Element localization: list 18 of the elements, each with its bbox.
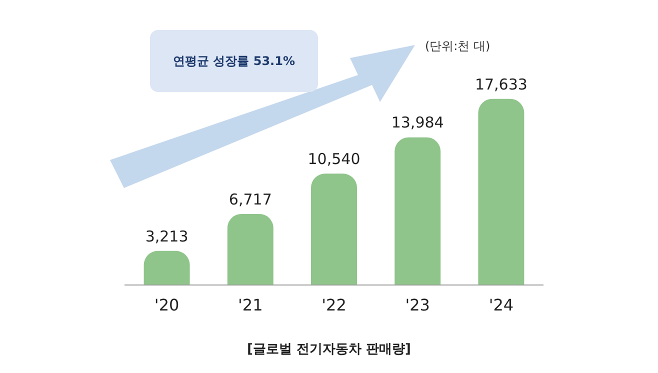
bar: [478, 98, 524, 285]
text: 연평균 성장률 53.1%: [150, 30, 318, 92]
x-tick-label: '24: [488, 296, 514, 315]
x-tick-label: '23: [405, 296, 430, 315]
bar: [227, 214, 274, 285]
bar: [311, 174, 357, 285]
x-tick-label: '20: [154, 296, 180, 315]
x-tick-label: '22: [322, 296, 346, 315]
data-label: 3,213: [145, 227, 188, 246]
x-tick-label: '21: [238, 296, 263, 315]
data-label: 10,540: [308, 150, 360, 168]
bar: [394, 137, 441, 285]
data-label: 17,633: [474, 75, 528, 94]
text: [글로벌 전기자동차 판매량]: [246, 341, 412, 358]
data-label: 13,984: [391, 114, 444, 132]
bar: [144, 250, 190, 285]
data-label: 6,717: [228, 190, 272, 208]
text: (단위:천 대): [425, 38, 490, 55]
